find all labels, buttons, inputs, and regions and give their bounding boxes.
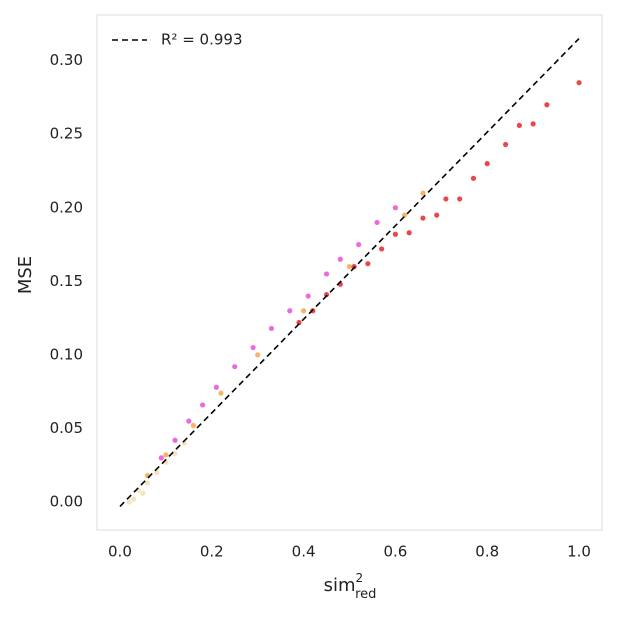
scatter-point xyxy=(346,264,353,270)
x-tick-label: 0.2 xyxy=(200,543,224,561)
scatter-point xyxy=(163,452,169,458)
scatter-point xyxy=(401,212,408,218)
scatter-point xyxy=(158,455,164,461)
scatter-point xyxy=(420,215,426,221)
scatter-point xyxy=(140,490,146,496)
scatter-point xyxy=(576,80,582,86)
x-axis-label: sim2 red xyxy=(324,571,377,602)
y-tick-label: 0.30 xyxy=(50,51,83,69)
x-tick-label: 1.0 xyxy=(567,543,591,561)
scatter-point xyxy=(484,161,490,167)
scatter-point xyxy=(218,390,224,396)
scatter-point xyxy=(530,121,536,127)
scatter-point xyxy=(374,219,380,226)
x-tick-label: 0.8 xyxy=(475,543,499,561)
scatter-point xyxy=(172,450,178,457)
scatter-point xyxy=(250,344,256,351)
y-axis-label: MSE xyxy=(15,256,36,294)
scatter-point xyxy=(268,325,275,332)
y-tick-label: 0.15 xyxy=(50,272,83,290)
x-tick-label: 0.4 xyxy=(292,543,316,561)
scatter-point xyxy=(296,319,302,326)
x-label-sub: red xyxy=(355,587,376,602)
scatter-point xyxy=(323,271,330,277)
y-tick-label: 0.05 xyxy=(50,419,83,437)
scatter-point xyxy=(406,230,412,236)
scatter-point xyxy=(154,470,160,476)
scatter-point xyxy=(323,291,330,298)
scatter-point xyxy=(190,422,197,429)
scatter-point xyxy=(502,141,509,148)
y-tick-label: 0.20 xyxy=(50,198,83,216)
scatter-point xyxy=(457,196,463,202)
scatter-point xyxy=(300,308,307,314)
scatter-point xyxy=(186,418,192,424)
scatter-point xyxy=(434,212,440,218)
scatter-point xyxy=(144,480,151,486)
legend-label: R² = 0.993 xyxy=(161,31,242,49)
x-tick-label: 0.0 xyxy=(108,543,132,561)
scatter-point xyxy=(365,261,371,267)
scatter-point xyxy=(232,364,238,370)
scatter-point xyxy=(287,308,293,314)
scatter-point xyxy=(392,231,399,237)
scatter-point xyxy=(516,122,522,128)
scatter-point xyxy=(305,293,311,299)
scatter-point xyxy=(131,496,137,502)
scatter-point xyxy=(420,190,426,196)
scatter-point xyxy=(470,175,477,181)
y-tick-label: 0.25 xyxy=(50,125,83,143)
y-tick-label: 0.00 xyxy=(50,493,83,511)
y-tick-label: 0.10 xyxy=(50,345,83,363)
scatter-point xyxy=(379,246,385,252)
scatter-point xyxy=(443,196,449,202)
fit-line xyxy=(119,37,580,508)
scatter-point xyxy=(172,437,178,443)
plot-frame xyxy=(96,14,603,531)
scatter-point xyxy=(392,205,399,211)
scatter-point xyxy=(337,256,343,262)
scatter-point xyxy=(351,264,357,270)
scatter-point xyxy=(544,102,550,108)
scatter-point xyxy=(356,241,362,248)
scatter-point xyxy=(199,402,206,408)
scatter-point xyxy=(255,352,261,358)
scatter-point xyxy=(213,384,219,390)
x-label-base: sim xyxy=(324,575,356,596)
x-tick-label: 0.6 xyxy=(383,543,407,561)
x-label-sup: 2 xyxy=(355,571,363,585)
scatter-point xyxy=(126,499,132,505)
